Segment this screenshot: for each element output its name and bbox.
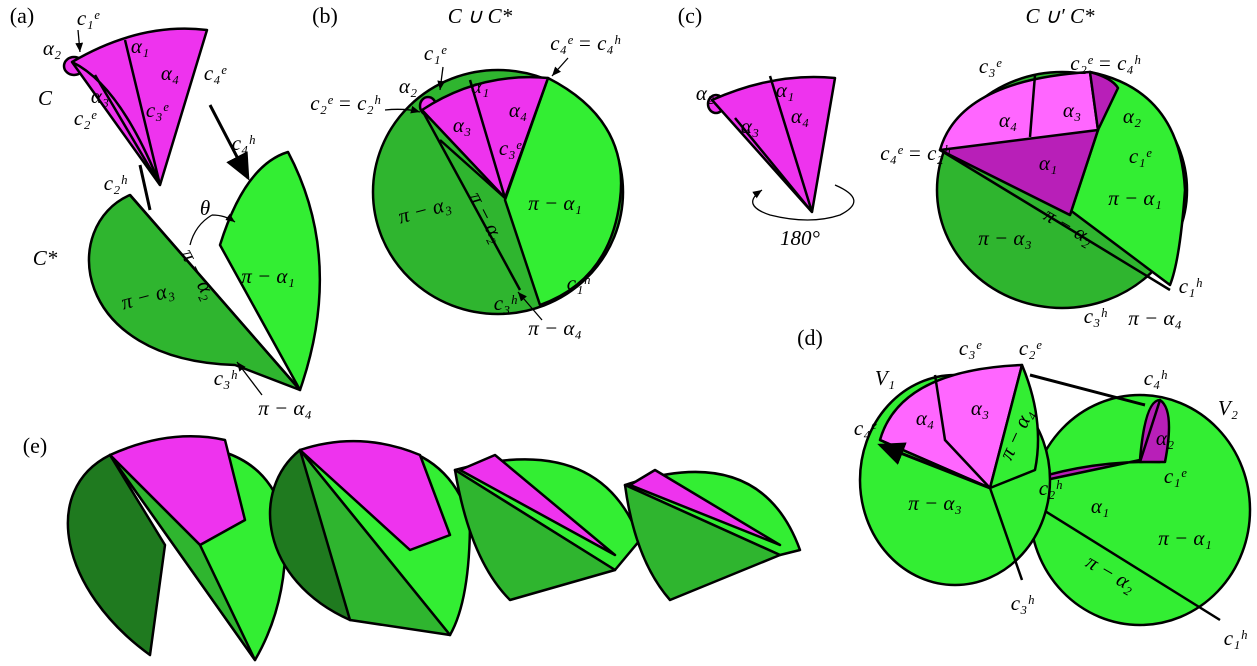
panel-label: (b) [312, 3, 338, 28]
math-label: α₁ [131, 34, 149, 58]
panel-label: (d) [797, 325, 823, 350]
math-label: c₁ʰ [567, 271, 591, 295]
math-label: c₄ᵉ [204, 61, 228, 85]
math-label: c₃ʰ [494, 291, 518, 315]
math-label: π − α₃ [978, 226, 1032, 250]
math-label: π − α₁ [528, 191, 582, 215]
math-label: π − α₃ [908, 491, 962, 515]
math-label: π − α₁ [241, 264, 295, 288]
math-label: c₄ʰ [232, 131, 256, 155]
math-label: α₁ [471, 74, 489, 98]
math-label: α₃ [1063, 98, 1081, 122]
math-label: c₂ʰ [1039, 476, 1063, 500]
math-label: c₂ʰ [104, 171, 128, 195]
math-label: C ∪′ C* [1026, 4, 1095, 28]
figure: (a)α₂c₁ᵉα₁α₃α₄c₄ᵉCc₂ᵉc₃ᵉc₄ʰc₂ʰθC*π − α₂π… [0, 0, 1257, 666]
math-label: C* [33, 246, 58, 270]
panel-e-shapes [68, 436, 800, 660]
math-label: c₄ᵉ = c₂ʰ [880, 141, 950, 165]
panel-label: (e) [23, 433, 47, 458]
math-label: α₁ [776, 78, 794, 102]
math-label: α₄ [509, 98, 527, 122]
panel-label: (c) [678, 3, 702, 28]
math-label: C ∪ C* [448, 4, 513, 28]
math-label: c₃ᵉ [959, 336, 983, 360]
math-label: V₁ [875, 366, 895, 390]
math-label: α₄ [916, 406, 934, 430]
math-label: 180° [780, 226, 821, 250]
math-label: c₄ʰ [1144, 366, 1168, 390]
math-label: π − α₁ [1158, 526, 1212, 550]
math-label: π − α₄ [1128, 306, 1182, 330]
math-label: c₁ᵉ [1164, 464, 1188, 488]
math-label: α₂ [696, 81, 714, 105]
math-label: c₄ᵉ = c₄ʰ [550, 31, 620, 55]
math-label: c₃ᵉ [499, 136, 523, 160]
math-label: α₁ [1091, 494, 1109, 518]
math-label: c₁ʰ [1224, 626, 1248, 650]
math-label: α₃ [741, 114, 759, 138]
math-label: θ [200, 196, 210, 220]
math-label: c₂ᵉ = c₂ʰ [310, 91, 380, 115]
math-label: c₂ᵉ [1019, 336, 1043, 360]
math-label: c₃ʰ [1011, 591, 1035, 615]
math-label: α₂ [43, 36, 61, 60]
math-label: c₄ᵉ [854, 416, 878, 440]
math-label: α₄ [161, 61, 179, 85]
math-label: C [38, 86, 53, 110]
math-label: α₃ [971, 396, 989, 420]
math-label: c₃ᵉ [979, 54, 1003, 78]
math-label: c₃ʰ [1084, 304, 1108, 328]
math-label: c₂ᵉ = c₄ʰ [1070, 51, 1140, 75]
math-label: α₂ [399, 74, 417, 98]
math-label: π − α₄ [258, 396, 312, 420]
math-label: α₄ [791, 104, 809, 128]
math-label: c₁ʰ [1179, 274, 1203, 298]
math-label: α₄ [999, 108, 1017, 132]
math-label: α₂ [1156, 426, 1174, 450]
panel-label: (a) [10, 3, 34, 28]
math-label: c₂ᵉ [74, 106, 98, 130]
math-label: α₁ [1039, 151, 1057, 175]
math-label: α₃ [453, 113, 471, 137]
math-label: c₁ᵉ [424, 41, 448, 65]
math-label: c₃ʰ [214, 366, 238, 390]
math-label: V₂ [1218, 396, 1238, 420]
math-label: α₃ [91, 84, 109, 108]
math-label: π − α₄ [528, 316, 582, 340]
math-label: π − α₁ [1108, 186, 1162, 210]
math-label: c₁ᵉ [1129, 144, 1153, 168]
math-label: c₁ᵉ [77, 6, 101, 30]
math-label: c₃ᵉ [146, 98, 170, 122]
math-label: α₂ [1123, 104, 1141, 128]
